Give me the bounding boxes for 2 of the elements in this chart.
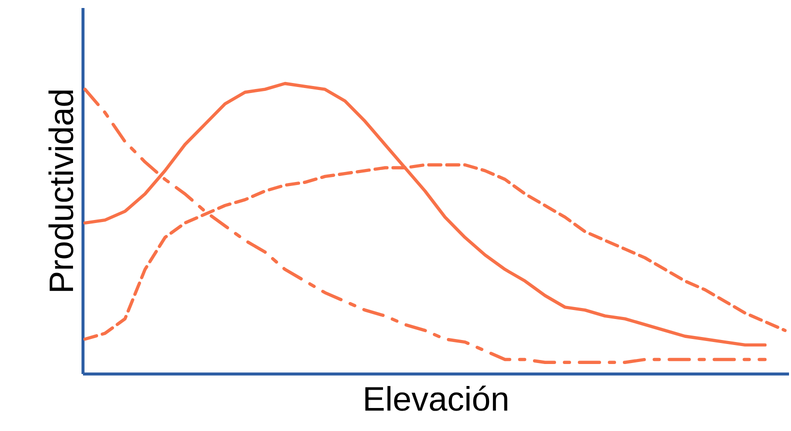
x-axis-title: Elevación	[365, 386, 508, 411]
y-axis-title: Productividad	[48, 90, 74, 291]
